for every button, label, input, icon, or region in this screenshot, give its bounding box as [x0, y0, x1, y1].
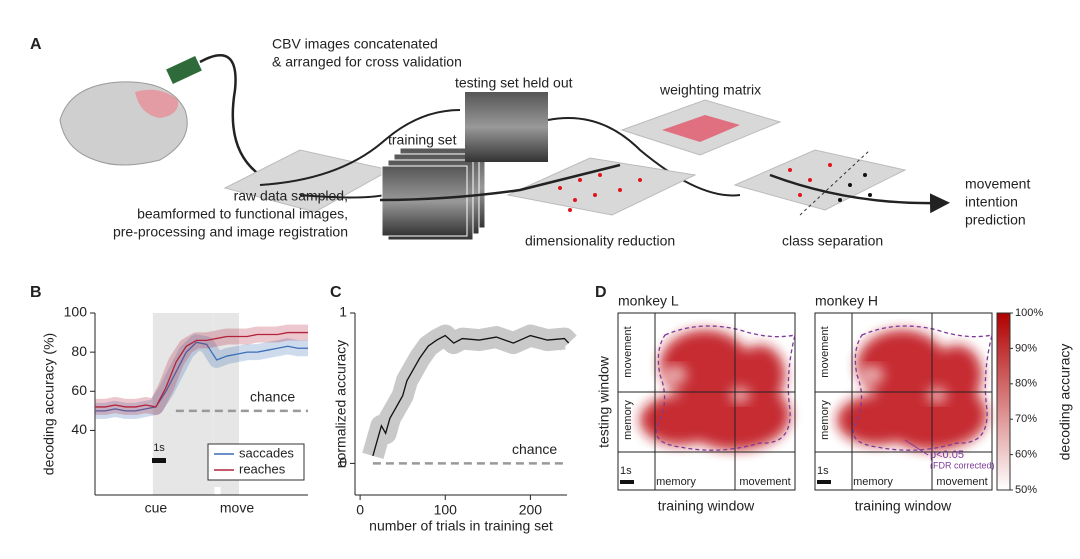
- x-tick-label: cue: [145, 500, 168, 516]
- colorbar-tick-label: 70%: [1015, 413, 1037, 425]
- label: beamformed to functional images,: [137, 206, 348, 222]
- path: [547, 117, 741, 197]
- col-label: memory: [656, 476, 696, 488]
- arrow: [379, 163, 940, 203]
- annotation: p<0.05: [930, 449, 964, 461]
- colorbar-tick-label: 80%: [1015, 378, 1037, 390]
- y-axis-label: testing window: [596, 355, 612, 448]
- label: CBV images concatenated: [272, 36, 438, 52]
- legend-box: [207, 443, 305, 481]
- panel-label: D: [595, 284, 607, 301]
- x-tick-label: move: [220, 500, 254, 516]
- chance-label: chance: [512, 441, 557, 457]
- label: movement: [965, 176, 1030, 192]
- scale-bar-label: 1s: [817, 465, 829, 477]
- label: raw data sampled,: [234, 188, 348, 204]
- y-tick-label: 1: [339, 304, 347, 320]
- label: dimensionality reduction: [525, 233, 675, 249]
- label: prediction: [965, 212, 1026, 228]
- y-tick-label: 40: [71, 421, 87, 437]
- colorbar-label: decoding accuracy: [1057, 344, 1073, 461]
- series-line: [372, 334, 570, 457]
- series-line: [95, 341, 308, 412]
- y-tick-label: 60: [71, 382, 87, 398]
- scale-bar: [152, 458, 166, 463]
- heatmap-title: monkey L: [618, 293, 679, 309]
- legend-label: saccades: [239, 445, 294, 460]
- row-label: memory: [622, 400, 634, 440]
- panel-label: A: [30, 36, 42, 53]
- path: [299, 194, 386, 199]
- col-label: memory: [853, 476, 893, 488]
- points: [558, 173, 642, 212]
- weights: [662, 115, 740, 142]
- brain: [59, 81, 188, 166]
- label: training set: [388, 132, 457, 148]
- scale-bar-label: 1s: [620, 465, 632, 477]
- y-axis-label: decoding accuracy (%): [41, 333, 57, 475]
- y-tick-label: 100: [64, 304, 88, 320]
- scale-bar-label: 1s: [153, 442, 165, 454]
- label: pre-processing and image registration: [113, 224, 348, 240]
- panel-label: B: [30, 284, 42, 301]
- legend-label: reaches: [239, 461, 286, 476]
- label: intention: [965, 194, 1018, 210]
- colorbar-tick-label: 50%: [1015, 484, 1037, 496]
- x-tick-label: 0: [356, 502, 364, 518]
- x-axis-label: training window: [855, 498, 952, 514]
- chance-label: chance: [250, 389, 295, 405]
- row-label: movement: [622, 326, 634, 377]
- y-tick-label: 0: [339, 454, 347, 470]
- y-axis-label: normalized accuracy: [333, 340, 349, 468]
- label: & arranged for cross validation: [272, 54, 462, 70]
- path: [259, 109, 461, 186]
- heatmap-right: [814, 312, 992, 491]
- testing-image: [465, 92, 548, 162]
- x-tick-label: 200: [519, 502, 543, 518]
- probe: [166, 55, 202, 85]
- heatmap-title: monkey H: [815, 293, 878, 309]
- panel-label: C: [330, 284, 342, 301]
- colorbar-tick-label: 60%: [1015, 449, 1037, 461]
- colorbar-tick-label: 100%: [1015, 307, 1043, 319]
- col-label: movement: [936, 476, 987, 488]
- label: weighting matrix: [659, 82, 761, 98]
- row-label: memory: [819, 400, 831, 440]
- label: testing set held out: [455, 75, 573, 91]
- series-line: [95, 331, 308, 408]
- x-axis-label: training window: [658, 498, 755, 514]
- annotation: (FDR corrected): [930, 460, 995, 470]
- y-tick-label: 80: [71, 343, 87, 359]
- plane: [506, 157, 697, 216]
- colorbar-tick-label: 90%: [1015, 342, 1037, 354]
- row-label: movement: [819, 326, 831, 377]
- colorbar: [996, 312, 1011, 491]
- label: class separation: [782, 233, 883, 249]
- x-tick-label: 100: [434, 502, 458, 518]
- heatmap-left: [617, 312, 795, 491]
- training-stack: [381, 147, 486, 241]
- plane: [733, 149, 907, 211]
- class-points: [788, 149, 872, 216]
- col-label: movement: [739, 476, 790, 488]
- x-axis-label: number of trials in training set: [369, 518, 553, 534]
